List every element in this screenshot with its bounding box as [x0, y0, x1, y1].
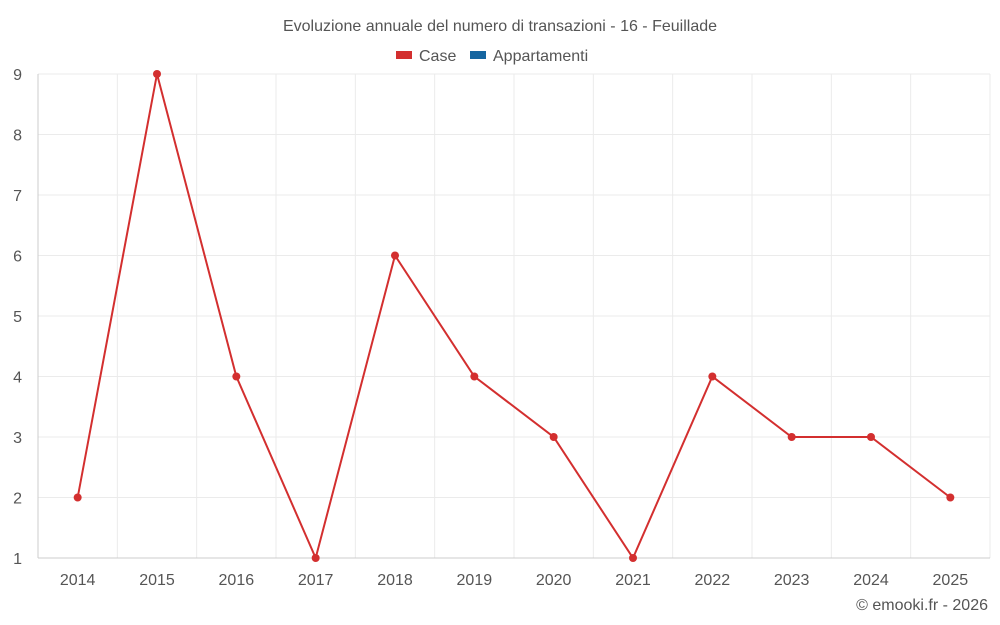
data-point[interactable]	[73, 493, 82, 502]
y-tick-label: 1	[13, 551, 22, 568]
data-point[interactable]	[629, 554, 637, 562]
data-point[interactable]	[232, 372, 241, 381]
grid	[37, 73, 991, 558]
x-tick-label: 2025	[933, 572, 969, 589]
y-tick-label: 9	[13, 67, 22, 84]
legend-label-case[interactable]: Case	[419, 48, 456, 65]
data-point[interactable]	[391, 251, 399, 260]
x-tick-label: 2023	[774, 572, 810, 589]
legend: Case Appartamenti	[396, 48, 588, 65]
x-tick-label: 2015	[139, 572, 175, 589]
y-tick-label: 5	[13, 309, 22, 326]
y-tick-label: 8	[13, 128, 22, 145]
legend-swatch-case	[396, 51, 412, 59]
y-tick-label: 6	[13, 249, 22, 266]
x-tick-label: 2022	[695, 572, 731, 589]
series-group	[73, 70, 955, 562]
series-line-case	[76, 73, 951, 562]
x-tick-label: 2018	[377, 572, 413, 589]
x-tick-label: 2019	[457, 572, 493, 589]
data-point[interactable]	[311, 554, 320, 562]
x-tick-label: 2017	[298, 572, 334, 589]
data-point[interactable]	[787, 433, 796, 441]
y-tick-label: 7	[13, 188, 22, 205]
data-point[interactable]	[549, 433, 558, 441]
chart-title: Evoluzione annuale del numero di transaz…	[283, 18, 717, 35]
data-point[interactable]	[867, 433, 875, 441]
data-point[interactable]	[708, 372, 717, 381]
x-tick-label: 2014	[60, 572, 96, 589]
data-point[interactable]	[946, 493, 955, 502]
x-tick-label: 2020	[536, 572, 572, 589]
legend-swatch-appartamenti	[470, 51, 486, 59]
y-tick-label: 3	[13, 430, 22, 447]
data-point[interactable]	[470, 372, 479, 381]
credit-text: © emooki.fr - 2026	[856, 597, 988, 614]
legend-label-appartamenti[interactable]: Appartamenti	[493, 48, 588, 65]
y-tick-label: 4	[13, 370, 22, 387]
axes: 1 2 3 4 5 6 7 8 9 2014 2015 2016 2017 2018 2019 2020 202…	[13, 67, 990, 589]
data-point[interactable]	[153, 70, 161, 78]
y-tick-label: 2	[13, 491, 22, 508]
x-tick-label: 2016	[219, 572, 255, 589]
x-tick-label: 2024	[853, 572, 889, 589]
x-tick-label: 2021	[615, 572, 651, 589]
